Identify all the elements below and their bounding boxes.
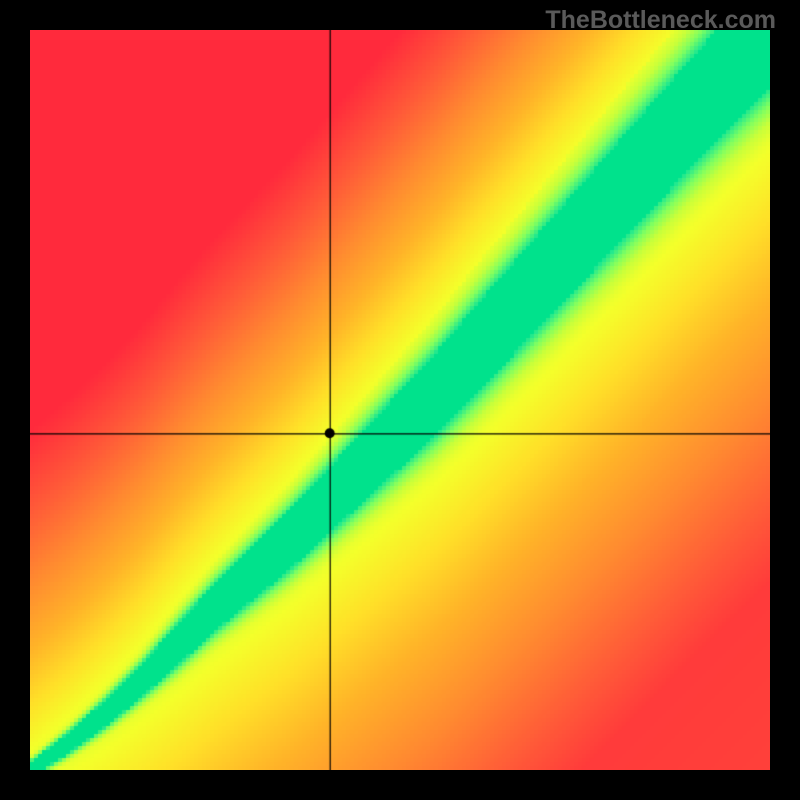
watermark-text: TheBottleneck.com (545, 6, 776, 35)
bottleneck-heatmap (30, 30, 770, 770)
chart-container: TheBottleneck.com (0, 0, 800, 800)
